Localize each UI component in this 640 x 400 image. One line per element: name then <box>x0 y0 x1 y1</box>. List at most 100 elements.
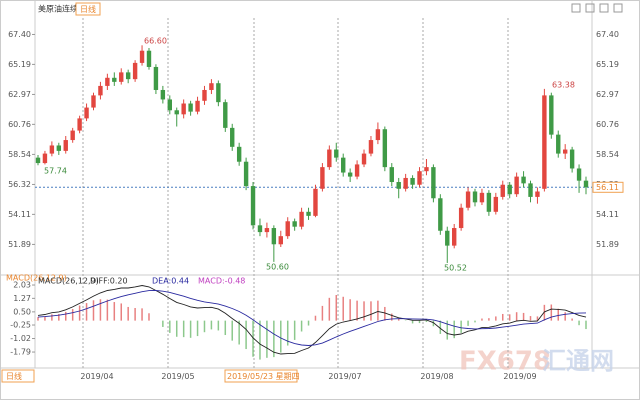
x-tick-label: 2019/05 <box>161 372 194 381</box>
x-tick-label: 2019/07 <box>328 372 361 381</box>
candle-body <box>132 62 138 80</box>
candle-body <box>347 172 353 177</box>
y-tick-label-right: 65.19 <box>596 60 619 69</box>
icon[interactable] <box>585 3 595 13</box>
candle-body <box>431 167 436 199</box>
footer-period[interactable]: 日线 <box>6 371 22 381</box>
candle-body <box>188 103 193 112</box>
y-tick-label-right: 58.54 <box>596 150 619 159</box>
candle-body <box>195 100 200 112</box>
icon[interactable] <box>571 3 581 13</box>
toolbar-icons <box>571 3 623 13</box>
x-tick-label: 2019/09 <box>503 372 536 381</box>
candle-body <box>35 157 41 164</box>
candle-body <box>417 171 422 185</box>
icon[interactable] <box>613 3 623 13</box>
y-tick-label: 56.32 <box>8 180 31 189</box>
x-tick-label: 2019/08 <box>420 372 453 381</box>
candle-body <box>556 134 561 154</box>
candle-body <box>424 167 429 172</box>
candle-body <box>236 146 242 162</box>
candle-body <box>514 176 519 195</box>
candle-body <box>396 182 401 189</box>
macd-y-tick-label: -1.02 <box>10 334 31 343</box>
candle-body <box>389 167 394 183</box>
candle-body <box>486 192 492 212</box>
candle-body <box>146 50 152 67</box>
crosshair-date-box <box>224 369 298 383</box>
candle-body <box>507 184 512 195</box>
candle-body <box>535 191 540 197</box>
candle-body <box>174 110 179 115</box>
period-badge[interactable] <box>75 2 101 16</box>
y-tick-label-right: 60.76 <box>596 120 619 129</box>
candle-body <box>264 228 270 233</box>
price-annotation: 50.60 <box>266 263 289 272</box>
icon[interactable] <box>599 3 609 13</box>
macd-name: MACD(26,12,9) <box>6 274 67 283</box>
candle-body <box>452 228 457 246</box>
candle-body <box>70 130 75 141</box>
x-tick-label: 2019/04 <box>80 372 113 381</box>
candle-body <box>56 145 62 151</box>
candle-body <box>84 107 89 119</box>
price-annotation: 50.52 <box>444 264 467 273</box>
y-tick-label: 60.76 <box>8 120 31 129</box>
candle-body <box>139 50 145 63</box>
candle-body <box>216 83 221 103</box>
candle-body <box>410 177 415 185</box>
candle-body <box>299 211 304 227</box>
candle-body <box>77 118 82 131</box>
candle-body <box>91 95 96 108</box>
candle-body <box>112 77 117 82</box>
candle-body <box>458 207 464 229</box>
candle-body <box>63 140 68 151</box>
candle-body <box>528 183 533 197</box>
candle-body <box>576 168 582 181</box>
macd-y-tick-label: 0.50 <box>13 307 31 316</box>
macd-diff_text: DIFF:0.20 <box>90 277 128 286</box>
macd-title: MACD(26,12,9) <box>38 277 99 286</box>
candle-body <box>292 221 297 227</box>
candle-body <box>375 129 381 141</box>
watermark-brand: FX678 <box>459 347 551 377</box>
candle-body <box>181 103 186 115</box>
last-price-label: 56.11 <box>596 183 619 192</box>
candle-body <box>438 198 443 231</box>
candle-body <box>306 211 311 216</box>
x-tick-label: 2019/05/23 星期四 <box>227 372 300 381</box>
footer-badge[interactable] <box>1 369 35 383</box>
candle-body <box>341 157 346 173</box>
candle-body <box>230 127 235 147</box>
candle-body <box>257 225 263 233</box>
candle-body <box>42 153 48 164</box>
candle-body <box>285 221 290 237</box>
macd-y-tick-label: 1.27 <box>13 294 31 303</box>
dea-line <box>37 290 587 346</box>
watermark-name: 汇通网 <box>542 347 614 375</box>
candle-body <box>479 192 485 203</box>
candle-body <box>403 177 408 189</box>
candle-body <box>368 140 374 154</box>
candle-body <box>153 66 159 90</box>
candle-body <box>49 145 55 154</box>
macd-dea_text: DEA:0.44 <box>152 277 189 286</box>
y-tick-label-right: 67.40 <box>596 30 619 39</box>
candle-body <box>167 99 172 111</box>
candle-body <box>160 89 166 100</box>
candle-body <box>542 95 547 189</box>
candle-body <box>223 102 228 128</box>
macd-macd_text: MACD:-0.48 <box>198 277 245 286</box>
candle-body <box>500 184 505 197</box>
candle-body <box>354 164 360 177</box>
y-tick-label: 51.89 <box>8 240 31 249</box>
candle-body <box>313 188 318 216</box>
period-label[interactable]: 日线 <box>80 4 96 14</box>
y-tick-label-right: 51.89 <box>596 240 619 249</box>
chart-title: 美原油连续 <box>38 4 78 14</box>
candle-body <box>320 167 325 189</box>
candle-body <box>382 129 388 168</box>
last-price-box <box>592 181 624 193</box>
